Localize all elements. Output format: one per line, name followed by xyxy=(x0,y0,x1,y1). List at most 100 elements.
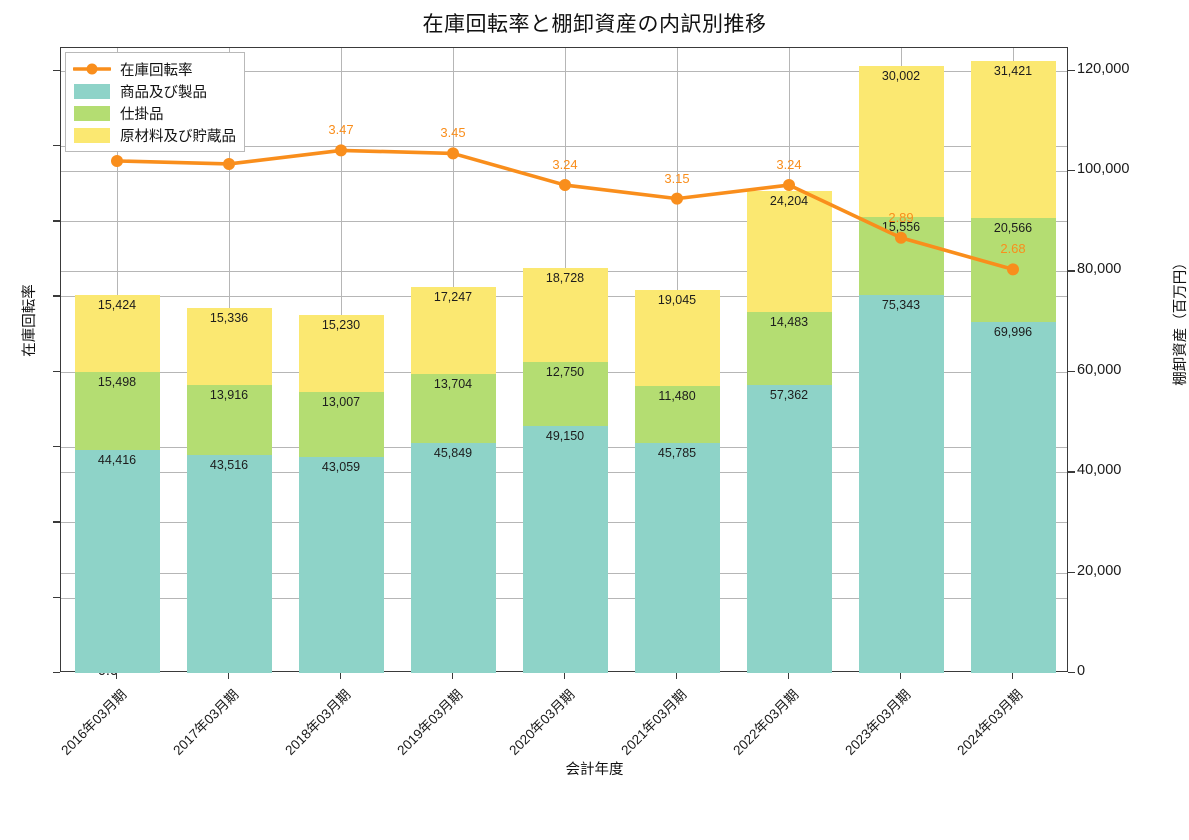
bar-value-label: 57,362 xyxy=(769,388,809,403)
x-axis-tick-mark xyxy=(1012,672,1014,679)
legend-item-仕掛品[interactable]: 仕掛品 xyxy=(72,102,236,124)
legend-line-icon xyxy=(73,63,111,75)
bar-value-label: 44,416 xyxy=(97,453,137,468)
legend-swatch-icon xyxy=(72,103,112,123)
legend-color-swatch xyxy=(74,105,110,121)
bar-value-label: 19,045 xyxy=(657,292,697,307)
legend-label: 在庫回転率 xyxy=(120,62,193,79)
line-value-label: 3.24 xyxy=(776,157,802,173)
bar-segment xyxy=(298,391,384,457)
y-axis-right-tick-mark xyxy=(1068,672,1075,674)
bar-value-label: 31,421 xyxy=(993,63,1033,78)
bar-segment xyxy=(634,385,720,444)
x-axis-tick-mark xyxy=(900,672,902,679)
plot-area: 44,416 15,498 15,424 43,516 13,916 15,336 43,0… xyxy=(60,47,1068,673)
gridline-horizontal xyxy=(61,145,1067,147)
x-axis-tick-mark xyxy=(228,672,230,679)
bar-value-label: 11,480 xyxy=(658,388,696,403)
y-axis-left-tick-mark xyxy=(53,220,60,222)
y-axis-right-tick-label: 40,000 xyxy=(1077,462,1122,479)
legend-line-marker-icon xyxy=(72,59,112,79)
line-value-label: 3.45 xyxy=(440,125,466,141)
bar-segment xyxy=(74,294,160,373)
gridline-horizontal-right xyxy=(61,70,1067,72)
legend-color-swatch xyxy=(74,127,110,143)
bar-segment xyxy=(298,315,384,392)
legend-color-swatch xyxy=(74,83,110,99)
y-axis-right-tick-mark xyxy=(1068,370,1075,373)
y-axis-right-tick-label: 80,000 xyxy=(1077,261,1122,278)
bar-value-label: 15,336 xyxy=(209,310,249,325)
y-axis-right-title: 棚卸資産（百万円） xyxy=(1172,255,1189,386)
x-axis-tick-mark xyxy=(676,672,678,679)
bar-segment xyxy=(410,287,496,375)
bar-segment xyxy=(186,384,272,455)
bar-value-label: 18,728 xyxy=(545,271,585,286)
bar-segment xyxy=(858,294,944,673)
bar-value-label: 15,424 xyxy=(97,297,137,312)
y-axis-right-tick-mark xyxy=(1068,471,1075,473)
bar-value-label: 17,247 xyxy=(433,290,473,305)
chart-legend[interactable]: 在庫回転率商品及び製品 仕掛品原材料及び貯蔵品 xyxy=(65,52,245,152)
bar-value-label: 43,516 xyxy=(209,457,249,472)
bar-segment xyxy=(970,60,1056,219)
y-axis-right-tick-label: 120,000 xyxy=(1077,60,1130,77)
bar-segment xyxy=(298,456,384,673)
legend-label: 原材料及び貯蔵品 xyxy=(120,128,236,145)
bar-value-label: 13,704 xyxy=(433,377,473,392)
bar-segment xyxy=(858,66,944,217)
line-value-label: 3.24 xyxy=(552,157,578,173)
y-axis-left-tick-mark xyxy=(53,521,60,523)
legend-item-在庫回転率[interactable]: 在庫回転率 xyxy=(72,58,236,80)
legend-swatch-icon xyxy=(72,81,112,101)
line-value-label: 3.47 xyxy=(328,122,354,138)
y-axis-right-tick-mark xyxy=(1068,69,1075,71)
bar-value-label: 45,785 xyxy=(657,446,697,461)
x-axis-tick-mark xyxy=(564,672,566,679)
y-axis-left-tick-mark xyxy=(53,295,60,297)
x-axis-title: 会計年度 xyxy=(565,762,624,778)
bar-segment xyxy=(522,268,608,363)
bar-value-label: 24,204 xyxy=(769,193,809,208)
bar-value-label: 12,750 xyxy=(545,365,585,380)
line-value-label: 2.89 xyxy=(888,209,914,225)
bar-segment xyxy=(186,307,272,385)
y-axis-left-tick-mark xyxy=(53,672,60,674)
x-axis-tick-mark xyxy=(116,672,118,679)
bar-segment xyxy=(74,450,160,673)
y-axis-left-tick-mark xyxy=(53,446,60,448)
x-axis-tick-mark xyxy=(340,672,342,679)
bar-value-label: 13,007 xyxy=(321,394,361,409)
bar-value-label: 45,849 xyxy=(433,445,473,460)
y-axis-left-title: 在庫回転率 xyxy=(21,284,38,357)
line-value-label: 3.15 xyxy=(664,170,690,186)
bar-value-label: 14,483 xyxy=(769,315,809,330)
legend-swatch-icon xyxy=(72,125,112,145)
bar-segment xyxy=(634,289,720,386)
line-value-label: 2.68 xyxy=(1000,241,1026,257)
y-axis-right-tick-label: 60,000 xyxy=(1077,361,1122,378)
bar-value-label: 43,059 xyxy=(321,459,361,474)
y-axis-right-tick-label: 0 xyxy=(1077,663,1086,679)
bar-segment xyxy=(522,362,608,427)
y-axis-left-tick-mark xyxy=(53,370,60,373)
bar-segment xyxy=(970,321,1056,673)
bar-segment xyxy=(186,454,272,673)
legend-label: 仕掛品 xyxy=(120,106,164,123)
y-axis-left-tick-mark xyxy=(53,69,60,71)
bar-segment xyxy=(634,443,720,673)
y-axis-left-tick-mark xyxy=(53,144,60,147)
bar-segment xyxy=(74,372,160,451)
bar-segment xyxy=(746,385,832,673)
bar-segment xyxy=(410,374,496,443)
bar-value-label: 69,996 xyxy=(993,324,1033,339)
y-axis-right-tick-mark xyxy=(1068,270,1075,272)
x-axis-tick-mark xyxy=(452,672,454,679)
y-axis-right-tick-mark xyxy=(1068,571,1075,573)
y-axis-right-tick-label: 20,000 xyxy=(1077,562,1122,579)
legend-label: 商品及び製品 xyxy=(120,84,207,101)
y-axis-left-tick-mark xyxy=(53,596,60,599)
legend-item-商品及び製品[interactable]: 商品及び製品 xyxy=(72,80,236,102)
bar-value-label: 30,002 xyxy=(881,69,921,84)
legend-item-原材料及び貯蔵品[interactable]: 原材料及び貯蔵品 xyxy=(72,124,236,146)
